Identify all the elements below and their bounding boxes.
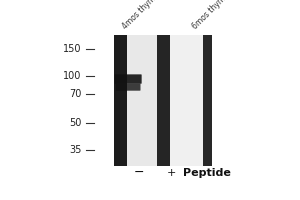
Text: 6mos thymus: 6mos thymus (190, 0, 233, 31)
Bar (212, 35, 270, 166)
Text: 70: 70 (69, 89, 82, 99)
Bar (113, 35, 127, 166)
Text: −: − (134, 166, 144, 179)
Bar (169, 35, 203, 166)
Text: Peptide: Peptide (183, 168, 231, 178)
Bar (127, 35, 157, 166)
Text: 100: 100 (63, 71, 82, 81)
Text: +: + (167, 168, 176, 178)
Text: 35: 35 (69, 145, 82, 155)
Bar (203, 35, 212, 166)
Text: 4mos thymus: 4mos thymus (121, 0, 164, 31)
Bar (157, 35, 169, 166)
FancyBboxPatch shape (116, 84, 140, 91)
Text: 50: 50 (69, 118, 82, 128)
FancyBboxPatch shape (115, 74, 142, 84)
Text: 150: 150 (63, 44, 82, 54)
